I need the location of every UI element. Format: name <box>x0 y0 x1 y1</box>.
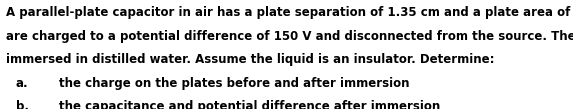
Text: are charged to a potential difference of 150 V and disconnected from the source.: are charged to a potential difference of… <box>6 30 573 43</box>
Text: the capacitance and potential difference after immersion: the capacitance and potential difference… <box>59 100 440 109</box>
Text: A parallel-plate capacitor in air has a plate separation of 1.35 cm and a plate : A parallel-plate capacitor in air has a … <box>6 6 573 19</box>
Text: b.: b. <box>16 100 29 109</box>
Text: immersed in distilled water. Assume the liquid is an insulator. Determine:: immersed in distilled water. Assume the … <box>6 53 494 66</box>
Text: a.: a. <box>16 77 29 90</box>
Text: the charge on the plates before and after immersion: the charge on the plates before and afte… <box>59 77 410 90</box>
